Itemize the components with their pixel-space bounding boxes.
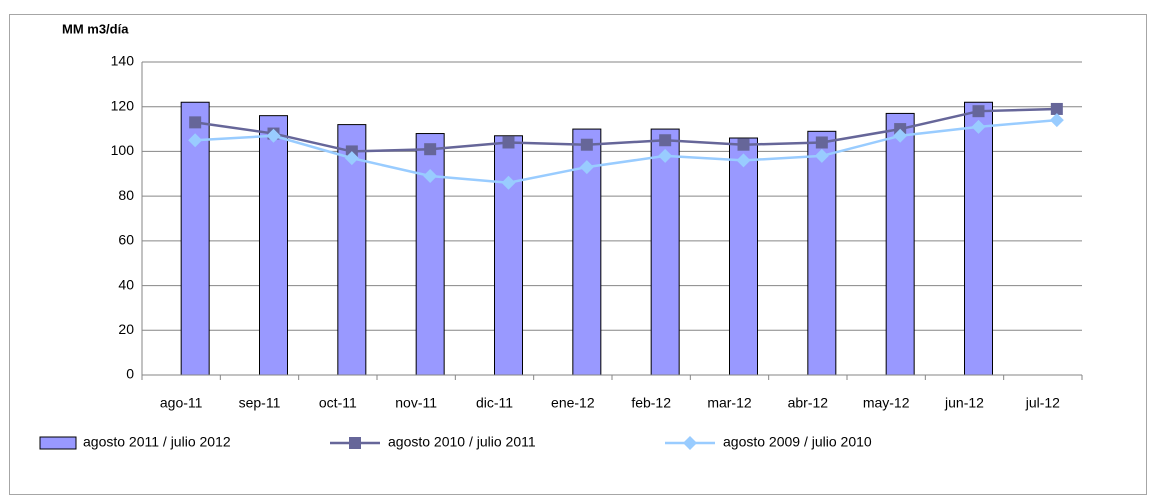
legend-label: agosto 2009 / julio 2010 (723, 434, 872, 450)
bar (259, 115, 288, 376)
marker (189, 116, 202, 129)
marker (971, 119, 986, 134)
marker (501, 175, 516, 190)
bar (964, 101, 993, 376)
x-tick-label: sep-11 (239, 395, 281, 411)
line (194, 107, 1057, 153)
x-tick-label: nov-11 (395, 395, 437, 411)
y-tick-label: 60 (118, 232, 134, 248)
marker (815, 136, 828, 149)
y-axis-label: MM m3/día (62, 21, 129, 36)
y-tick-label: 80 (118, 187, 134, 203)
legend-label: agosto 2010 / julio 2011 (388, 434, 536, 450)
bar (807, 130, 837, 376)
legend-marker (683, 436, 697, 450)
legend-label: agosto 2011 / julio 2012 (83, 434, 231, 450)
bar (650, 128, 680, 376)
marker (579, 160, 594, 175)
legend-marker (349, 437, 361, 449)
marker (659, 134, 672, 147)
marker (1050, 102, 1063, 115)
bar (494, 135, 523, 376)
x-tick-label: ene-12 (551, 395, 595, 411)
marker (658, 148, 673, 163)
y-tick-label: 100 (111, 142, 135, 158)
x-tick-label: may-12 (863, 395, 910, 411)
line (195, 118, 1057, 184)
bar (885, 112, 915, 376)
bar (729, 137, 758, 376)
marker (972, 105, 985, 118)
x-tick-label: oct-11 (319, 395, 357, 411)
marker (1049, 113, 1064, 128)
y-tick-label: 40 (118, 276, 134, 292)
marker (423, 169, 438, 184)
y-tick-label: 120 (111, 97, 135, 113)
marker (580, 138, 593, 151)
marker (424, 143, 437, 156)
marker (502, 136, 515, 149)
marker (266, 128, 281, 143)
marker (188, 133, 203, 148)
x-tick-label: mar-12 (707, 395, 752, 411)
y-tick-label: 140 (111, 53, 135, 69)
marker (736, 153, 751, 168)
x-tick-label: jun-12 (944, 395, 984, 411)
marker (893, 128, 908, 143)
bar (337, 124, 367, 376)
x-tick-label: feb-12 (631, 395, 671, 411)
x-tick-label: dic-11 (476, 395, 513, 411)
y-tick-label: 0 (126, 366, 134, 382)
x-tick-label: jul-12 (1025, 395, 1060, 411)
legend-swatch (39, 436, 77, 450)
x-tick-label: ago-11 (160, 395, 203, 411)
y-tick-label: 20 (118, 321, 134, 337)
x-tick-label: abr-12 (788, 395, 829, 411)
marker (737, 138, 750, 151)
marker (814, 148, 829, 163)
marker (344, 151, 359, 166)
